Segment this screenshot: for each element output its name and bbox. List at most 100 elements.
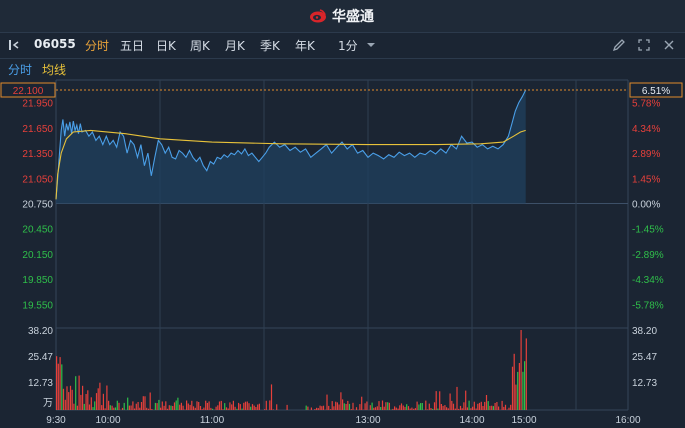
volume-bar bbox=[328, 405, 330, 410]
volume-bar bbox=[111, 405, 113, 410]
volume-bar bbox=[449, 393, 451, 410]
volume-bar bbox=[321, 406, 323, 410]
volume-bar bbox=[151, 409, 153, 410]
volume-bar bbox=[170, 405, 172, 410]
draw-pencil-icon[interactable] bbox=[612, 38, 626, 52]
volume-bar bbox=[104, 408, 106, 410]
legend-price[interactable]: 分时 bbox=[8, 63, 33, 77]
volume-bar bbox=[416, 401, 418, 410]
tab-yearly-k[interactable]: 年K bbox=[295, 39, 315, 53]
volume-bar bbox=[498, 406, 500, 410]
volume-bar bbox=[485, 395, 488, 410]
volume-axis-label-left: 12.73 bbox=[28, 378, 53, 389]
volume-bar bbox=[508, 407, 510, 410]
volume-bar bbox=[451, 400, 453, 410]
volume-bar bbox=[253, 405, 255, 410]
volume-bar bbox=[487, 401, 489, 410]
volume-bar bbox=[433, 402, 436, 410]
brand: 华盛通 bbox=[308, 6, 374, 26]
volume-bar bbox=[310, 407, 312, 410]
volume-bar bbox=[350, 409, 352, 410]
volume-bar bbox=[421, 403, 423, 410]
volume-bar bbox=[338, 404, 340, 410]
volume-bar bbox=[484, 401, 486, 410]
volume-bar bbox=[425, 400, 427, 410]
indicator-tabs: 分时 均线 bbox=[0, 59, 685, 79]
volume-bar bbox=[400, 403, 403, 410]
volume-bar bbox=[388, 402, 390, 410]
price-line bbox=[55, 89, 527, 200]
tab-daily-k[interactable]: 日K bbox=[156, 39, 176, 53]
tab-weekly-k[interactable]: 周K bbox=[190, 39, 210, 53]
volume-bar bbox=[201, 409, 203, 410]
volume-bar bbox=[343, 403, 345, 410]
volume-axis-label-right: 25.47 bbox=[632, 352, 657, 363]
brand-name: 华盛通 bbox=[332, 9, 374, 25]
volume-bar bbox=[184, 409, 186, 410]
volume-bar bbox=[366, 401, 368, 410]
volume-bar bbox=[191, 400, 193, 410]
volume-bar bbox=[359, 404, 361, 410]
volume-bar bbox=[75, 376, 77, 410]
volume-bar bbox=[137, 402, 139, 410]
average-line bbox=[55, 129, 526, 200]
volume-bar bbox=[224, 403, 226, 410]
interval-select[interactable]: 1分 bbox=[338, 39, 358, 53]
brand-logo-icon bbox=[310, 9, 326, 23]
collapse-panel-icon[interactable] bbox=[8, 38, 22, 52]
volume-bar bbox=[243, 402, 245, 410]
volume-bar bbox=[517, 371, 519, 410]
volume-bar bbox=[244, 401, 247, 410]
volume-bar bbox=[130, 405, 132, 410]
volume-bar bbox=[57, 363, 59, 410]
volume-bar bbox=[409, 408, 411, 410]
volume-bar bbox=[513, 353, 515, 410]
chevron-down-icon[interactable] bbox=[364, 38, 378, 52]
volume-bar bbox=[494, 403, 496, 410]
volume-bar bbox=[364, 403, 366, 410]
volume-bar bbox=[236, 408, 238, 410]
volume-bar bbox=[175, 400, 177, 410]
volume-bar bbox=[210, 407, 212, 410]
volume-bar bbox=[258, 403, 260, 410]
chart-toolbar: 06055 分时 五日 日K 周K 月K 季K 年K 1分 bbox=[0, 33, 685, 59]
fullscreen-icon[interactable] bbox=[637, 38, 651, 52]
volume-bar bbox=[127, 397, 129, 410]
volume-bar bbox=[255, 407, 257, 410]
volume-axis-label-left: 25.47 bbox=[28, 352, 53, 363]
volume-bar bbox=[231, 404, 233, 410]
volume-bar bbox=[118, 402, 120, 410]
volume-bar bbox=[156, 403, 158, 410]
volume-bar bbox=[286, 404, 288, 410]
volume-bar bbox=[317, 408, 319, 410]
tab-intraday[interactable]: 分时 bbox=[85, 39, 110, 53]
price-axis-label: 21.050 bbox=[22, 174, 53, 185]
volume-bar bbox=[64, 399, 66, 410]
volume-bar bbox=[257, 404, 259, 410]
volume-bar bbox=[406, 404, 408, 410]
volume-bar bbox=[106, 385, 108, 410]
tab-monthly-k[interactable]: 月K bbox=[225, 39, 245, 53]
volume-bar bbox=[87, 390, 89, 410]
legend-average[interactable]: 均线 bbox=[42, 63, 67, 77]
close-icon[interactable] bbox=[662, 38, 676, 52]
volume-bar bbox=[361, 396, 363, 410]
pct-axis-label: 1.45% bbox=[632, 174, 660, 185]
volume-bar bbox=[62, 388, 65, 410]
volume-bar bbox=[503, 406, 505, 410]
time-axis-label: 13:00 bbox=[355, 415, 380, 426]
volume-bar bbox=[492, 406, 494, 410]
tab-five-day[interactable]: 五日 bbox=[120, 39, 145, 53]
volume-bar bbox=[322, 405, 325, 410]
volume-bar bbox=[108, 400, 110, 410]
volume-bar bbox=[182, 405, 184, 410]
volume-bar bbox=[407, 406, 410, 410]
volume-bar bbox=[352, 402, 354, 410]
volume-bar bbox=[435, 391, 437, 410]
tab-quarterly-k[interactable]: 季K bbox=[260, 39, 280, 53]
volume-bar bbox=[385, 402, 387, 410]
title-bar: 华盛通 bbox=[0, 0, 685, 33]
volume-bar bbox=[380, 407, 382, 410]
volume-bar bbox=[515, 384, 517, 410]
